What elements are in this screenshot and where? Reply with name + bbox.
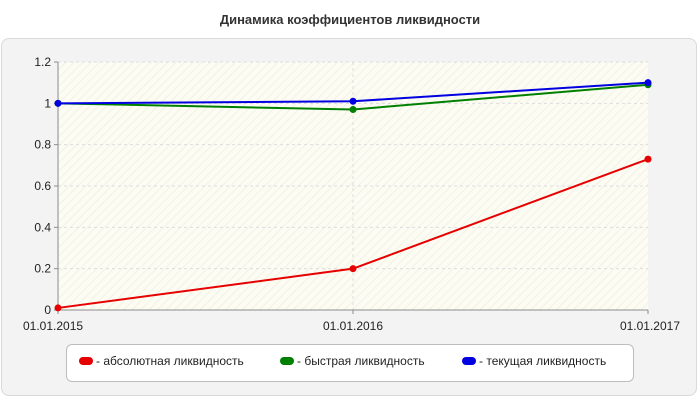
series-lines	[54, 79, 652, 312]
series-0	[54, 155, 652, 312]
legend-item-quick: - быстрая ликвидность	[280, 354, 425, 368]
data-point	[54, 304, 62, 312]
data-point	[349, 106, 357, 114]
legend-label-absolute: - абсолютная ликвидность	[96, 354, 244, 368]
legend-swatch-quick	[280, 357, 294, 365]
legend-swatch-absolute	[79, 357, 93, 365]
data-point	[349, 97, 357, 105]
legend-label-current: - текущая ликвидность	[479, 354, 607, 368]
y-tick-labels: 0 0.2 0.4 0.6 0.8 1 1.2	[34, 55, 58, 317]
legend-item-current: - текущая ликвидность	[462, 354, 606, 368]
y-tick-label: 1	[44, 96, 51, 110]
y-tick-label: 1.2	[34, 55, 51, 69]
y-tick-label: 0.8	[34, 138, 51, 152]
data-point	[644, 79, 652, 87]
series-2	[54, 79, 652, 107]
x-tick-label: 01.01.2016	[323, 319, 383, 333]
x-tick-label: 01.01.2017	[620, 319, 680, 333]
legend-item-absolute: - абсолютная ликвидность	[79, 354, 244, 368]
legend: - абсолютная ликвидность - быстрая ликви…	[66, 344, 634, 382]
data-point	[349, 265, 357, 273]
x-tick-label: 01.01.2015	[23, 319, 83, 333]
y-tick-label: 0	[44, 303, 51, 317]
data-point	[644, 155, 652, 163]
x-tick-labels: 01.01.2015 01.01.2016 01.01.2017	[23, 310, 680, 333]
legend-label-quick: - быстрая ликвидность	[297, 354, 425, 368]
chart-title: Динамика коэффициентов ликвидности	[219, 12, 481, 27]
y-tick-label: 0.2	[34, 262, 51, 276]
y-tick-label: 0.6	[34, 179, 51, 193]
y-tick-label: 0.4	[34, 220, 51, 234]
legend-swatch-current	[462, 357, 476, 365]
data-point	[54, 99, 62, 107]
